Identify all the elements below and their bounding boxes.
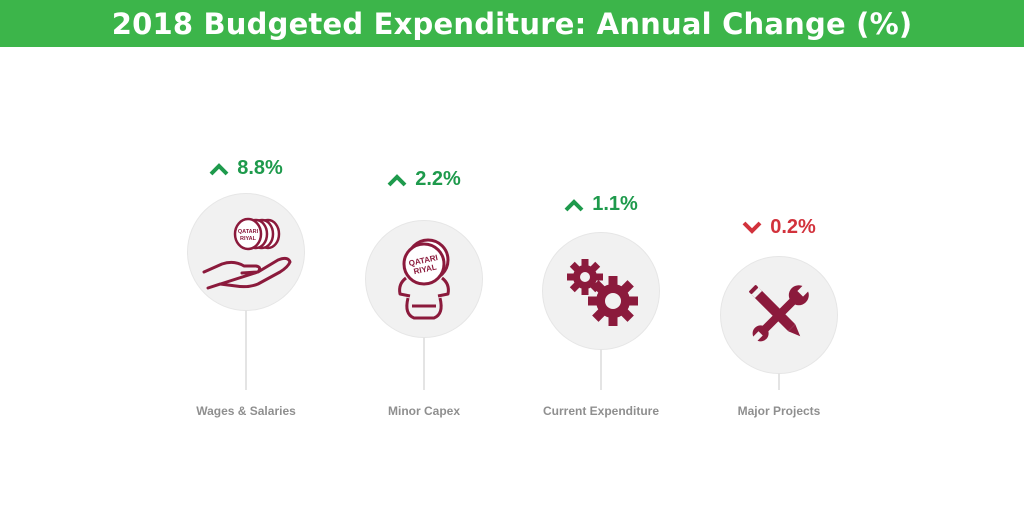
item-wages-salaries: 8.8% QATARI RIYAL Wages & Salaries bbox=[166, 0, 326, 512]
icon-circle: QATARI RIYAL bbox=[366, 221, 482, 337]
up-arrow-icon bbox=[387, 173, 407, 187]
down-arrow-icon bbox=[742, 221, 762, 235]
svg-text:RIYAL: RIYAL bbox=[240, 236, 257, 242]
wrench-pencil-icon bbox=[749, 283, 811, 343]
chart-title: 2018 Budgeted Expenditure: Annual Change… bbox=[111, 6, 913, 41]
change-value: 2.2% bbox=[415, 168, 461, 190]
gears-icon bbox=[567, 259, 638, 326]
connector-line bbox=[423, 337, 425, 390]
svg-text:QATARI: QATARI bbox=[238, 229, 259, 235]
up-arrow-icon bbox=[209, 162, 229, 176]
change-indicator: 0.2% bbox=[699, 216, 859, 239]
category-label: Current Expenditure bbox=[542, 404, 659, 418]
change-value: 0.2% bbox=[770, 216, 816, 238]
change-value: 1.1% bbox=[592, 193, 638, 215]
up-arrow-icon bbox=[564, 198, 584, 212]
change-value: 8.8% bbox=[237, 157, 283, 179]
connector-line bbox=[778, 373, 780, 390]
change-indicator: 1.1% bbox=[521, 193, 681, 216]
icon-circle bbox=[721, 257, 837, 373]
category-label: Minor Capex bbox=[387, 404, 460, 418]
item-current-expenditure: 1.1% bbox=[521, 0, 681, 512]
item-major-projects: 0.2% Majo bbox=[699, 0, 859, 512]
hand-coin-stack-icon: QATARI RIYAL bbox=[202, 217, 292, 290]
connector-line bbox=[245, 310, 247, 390]
change-indicator: 8.8% bbox=[166, 157, 326, 180]
title-bar: 2018 Budgeted Expenditure: Annual Change… bbox=[0, 0, 1024, 47]
coin-bag-icon: QATARI RIYAL bbox=[398, 238, 450, 320]
change-indicator: 2.2% bbox=[344, 168, 504, 191]
connector-line bbox=[600, 349, 602, 390]
category-label: Wages & Salaries bbox=[196, 404, 296, 418]
item-minor-capex: 2.2% QATARI RIYAL Minor Capex bbox=[344, 0, 504, 512]
icon-circle: QATARI RIYAL bbox=[188, 194, 304, 310]
category-label: Major Projects bbox=[737, 404, 821, 418]
icon-circle bbox=[543, 233, 659, 349]
